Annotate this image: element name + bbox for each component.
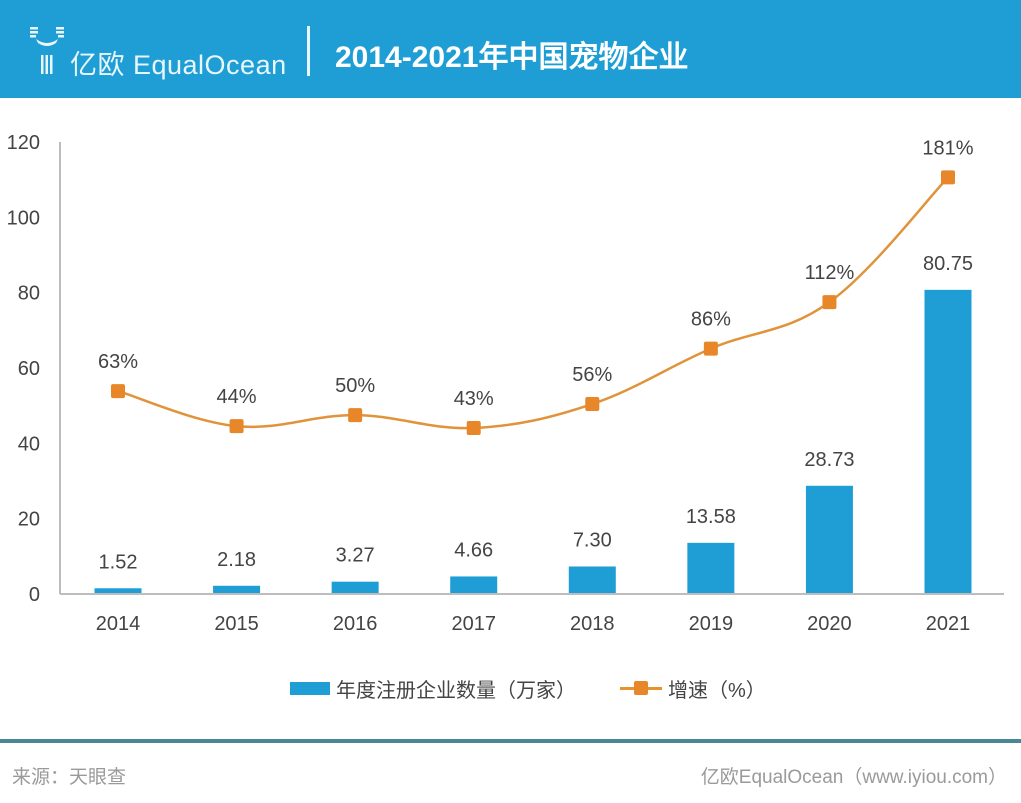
bar-value-label: 28.73 [804, 449, 854, 471]
legend: 年度注册企业数量（万家） 增速（%） [290, 674, 810, 702]
bar-value-label: 3.27 [336, 545, 375, 567]
y-tick-label: 100 [7, 207, 40, 229]
y-tick-label: 60 [18, 358, 40, 380]
legend-line-swatch [620, 681, 662, 695]
chart-title: 2014-2021年中国宠物企业 [335, 41, 689, 74]
legend-item-line: 增速（%） [620, 674, 766, 703]
header-divider [307, 26, 310, 76]
chart: 0 20 40 60 80 100 120 2014 2015 2016 2017 2018 2019… [7, 132, 1004, 635]
title-obscured-region [720, 30, 920, 70]
bar-data-labels: 1.52 2.18 3.27 4.66 7.30 13.58 28.73 80.75 [99, 253, 974, 573]
y-tick-label: 20 [18, 509, 40, 531]
growth-value-label: 112% [805, 262, 855, 284]
bar [568, 566, 616, 594]
growth-value-label: 181% [922, 137, 973, 159]
bar [331, 581, 379, 594]
y-tick-label: 80 [18, 283, 40, 305]
x-tick-label: 2018 [570, 613, 615, 635]
x-axis-ticks: 2014 2015 2016 2017 2018 2019 2020 2021 [96, 613, 971, 635]
growth-marker [466, 421, 481, 436]
logo-text: 亿欧 EqualOcean [70, 50, 287, 80]
x-tick-label: 2014 [96, 613, 141, 635]
bar [924, 289, 972, 594]
footer-rule [0, 739, 1021, 743]
legend-item-bar: 年度注册企业数量（万家） [290, 674, 576, 703]
x-tick-label: 2019 [689, 613, 734, 635]
x-tick-label: 2017 [451, 613, 496, 635]
growth-marker [348, 408, 363, 423]
growth-marker [585, 397, 600, 412]
bar-series [94, 289, 972, 594]
bar [450, 576, 498, 594]
credit-note: 亿欧EqualOcean（www.iyiou.com） [700, 767, 1007, 788]
bar [94, 588, 142, 594]
bar-value-label: 2.18 [217, 549, 256, 571]
growth-marker [111, 384, 125, 399]
growth-marker [229, 419, 244, 434]
growth-marker [941, 170, 955, 185]
bar [213, 585, 261, 594]
x-tick-label: 2016 [333, 613, 378, 635]
growth-marker [822, 295, 837, 310]
header-banner: 亿欧 EqualOcean 2014-2021年中国宠物企业 [0, 0, 1021, 98]
logo-mark-icon [30, 27, 64, 74]
source-note: 来源：天眼查 [12, 767, 127, 788]
line-data-labels: 63% 44% 50% 43% 56% 86% 112% 181% [98, 137, 974, 410]
y-tick-label: 120 [7, 132, 40, 154]
growth-marker [703, 341, 718, 356]
growth-value-label: 63% [98, 351, 138, 373]
legend-bar-swatch [290, 681, 330, 695]
bar [687, 542, 735, 594]
y-tick-label: 40 [18, 433, 40, 455]
bar-value-label: 80.75 [923, 253, 973, 275]
legend-bar-label: 年度注册企业数量（万家） [336, 679, 576, 702]
bar-value-label: 4.66 [454, 539, 493, 561]
legend-line-label: 增速（%） [668, 679, 766, 702]
bar [805, 485, 853, 594]
bar-value-label: 13.58 [686, 506, 736, 528]
y-axis-ticks: 0 20 40 60 80 100 120 [7, 132, 40, 606]
growth-value-label: 44% [217, 386, 257, 408]
bar-value-label: 7.30 [573, 530, 612, 552]
equalocean-logo: 亿欧 EqualOcean [28, 25, 288, 80]
x-tick-label: 2020 [807, 613, 852, 635]
bar-value-label: 1.52 [99, 551, 138, 573]
growth-value-label: 56% [572, 364, 612, 386]
y-tick-label: 0 [29, 584, 40, 606]
growth-value-label: 86% [691, 309, 731, 331]
growth-value-label: 43% [454, 388, 494, 410]
growth-value-label: 50% [335, 375, 375, 397]
x-tick-label: 2021 [926, 613, 971, 635]
x-tick-label: 2015 [214, 613, 259, 635]
growth-markers [111, 170, 955, 436]
